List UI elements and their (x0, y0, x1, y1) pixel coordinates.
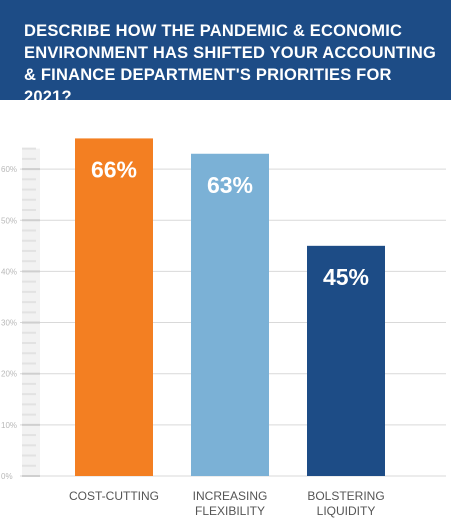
bar-value-label-cost-cutting: 66% (91, 156, 137, 182)
category-label-bolstering-liquidity: LIQUIDITY (317, 504, 376, 518)
y-tick-label: 30% (1, 319, 17, 328)
category-label-bolstering-liquidity: BOLSTERING (307, 489, 384, 503)
y-minor-tick (22, 342, 36, 345)
y-minor-tick (22, 382, 36, 385)
y-minor-tick (22, 331, 36, 334)
y-minor-tick (22, 229, 36, 232)
y-minor-tick (22, 434, 36, 437)
bar-cost-cutting (75, 138, 153, 476)
y-minor-tick (22, 188, 36, 191)
bars: 66% 63% 45% (75, 138, 385, 476)
y-minor-tick (22, 423, 40, 426)
chart-title: DESCRIBE HOW THE PANDEMIC & ECONOMIC ENV… (24, 22, 437, 106)
y-minor-tick (22, 249, 36, 252)
y-minor-tick (22, 475, 40, 477)
y-tick-label: 0% (1, 472, 13, 481)
y-tick-label: 50% (1, 216, 17, 225)
y-minor-tick (22, 413, 36, 416)
y-minor-tick (22, 454, 36, 457)
y-minor-tick (22, 178, 36, 181)
y-minor-tick (22, 219, 40, 222)
y-tick-label: 40% (1, 267, 17, 276)
y-minor-tick (22, 352, 36, 355)
bar-bolstering-liquidity (307, 245, 385, 476)
y-minor-tick (22, 362, 36, 365)
category-label-cost-cutting: COST-CUTTING (69, 489, 159, 503)
y-minor-tick (22, 311, 36, 314)
y-tick-label: 10% (1, 421, 17, 430)
y-minor-tick (22, 168, 40, 171)
y-tick-label: 60% (1, 165, 17, 174)
y-minor-tick (22, 290, 36, 293)
y-minor-tick (22, 444, 36, 447)
y-tick-label: 20% (1, 370, 17, 379)
y-axis-scale: 0% 10% 20% 30% 40% 50% 60% (1, 147, 40, 481)
bar-chart: 0% 10% 20% 30% 40% 50% 60% 66% 63% 45% COST-CUTT… (1, 138, 446, 518)
y-minor-tick (22, 239, 36, 242)
category-label-increasing-flexibility: FLEXIBILITY (195, 504, 265, 518)
y-minor-tick (22, 301, 36, 304)
y-minor-tick (22, 198, 36, 201)
bar-value-label-increasing-flexibility: 63% (207, 172, 253, 198)
bar-increasing-flexibility (191, 153, 269, 476)
y-minor-tick (22, 157, 36, 160)
bar-value-label-bolstering-liquidity: 45% (323, 264, 369, 290)
y-minor-tick (22, 393, 36, 396)
y-minor-tick (22, 403, 36, 406)
y-minor-tick (22, 280, 36, 283)
y-minor-tick (22, 147, 36, 150)
y-minor-tick (22, 321, 40, 324)
y-minor-tick (22, 209, 36, 212)
y-minor-tick (22, 464, 36, 467)
y-minor-tick (22, 270, 40, 273)
y-minor-tick (22, 260, 36, 263)
y-minor-tick (22, 372, 40, 375)
category-label-increasing-flexibility: INCREASING (193, 489, 268, 503)
chart-header: DESCRIBE HOW THE PANDEMIC & ECONOMIC ENV… (0, 0, 451, 106)
